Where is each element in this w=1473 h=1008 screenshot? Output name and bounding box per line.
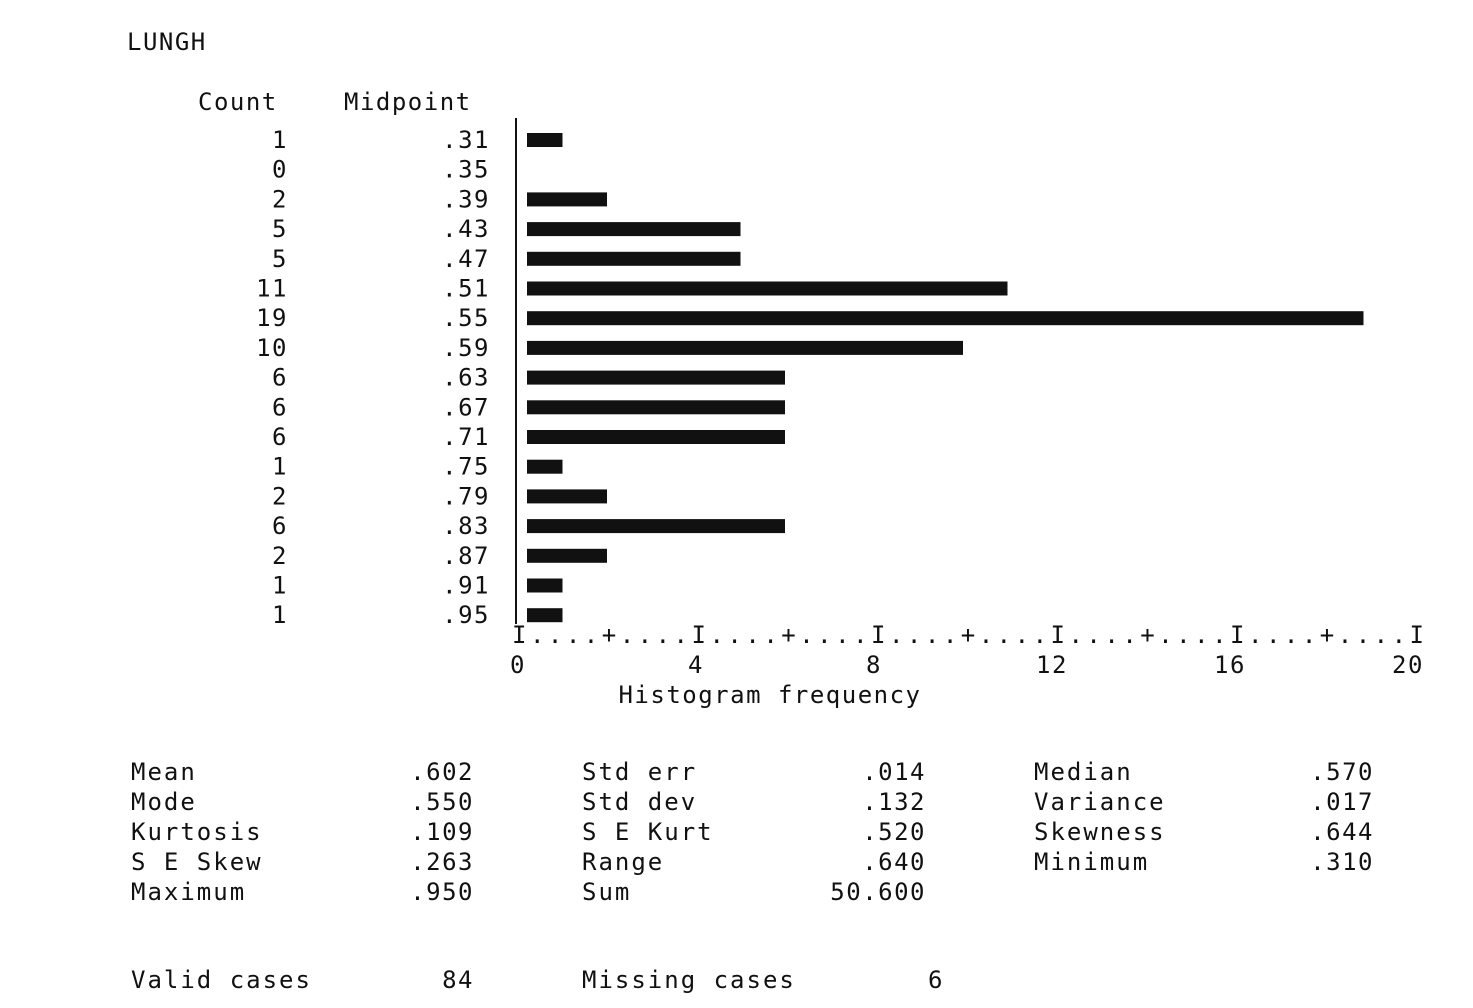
x-tick-label: 16 [1214,651,1246,679]
count-label: 1 [272,453,288,481]
stat-value-std-err: .014 [862,758,926,786]
valid-cases-label: Valid cases [131,966,312,994]
midpoint-label: .47 [442,245,490,273]
midpoint-label: .71 [442,423,490,451]
variable-title: LUNGH [127,28,207,56]
midpoint-label: .39 [442,185,490,213]
histogram-bar [527,519,785,534]
stat-label-mode: Mode [131,788,197,816]
x-tick-label: 4 [688,651,704,679]
histogram-bar [527,608,563,623]
midpoint-label: .79 [442,482,490,510]
count-label: 19 [256,304,288,332]
stat-label-skewness: Skewness [1034,818,1166,846]
x-tick-label: 20 [1392,651,1424,679]
midpoint-label: .91 [442,572,490,600]
stat-label-minimum: Minimum [1034,848,1150,876]
midpoint-label: .83 [442,512,490,540]
missing-cases-value: 6 [928,966,944,994]
valid-cases-value: 84 [442,966,474,994]
midpoint-label: .63 [442,364,490,392]
stat-value-se-kurt: .520 [862,818,926,846]
midpoint-label: .95 [442,601,490,629]
histogram-bar [527,459,563,474]
stat-label-se-skew: S E Skew [131,848,263,876]
x-tick-label: 8 [866,651,882,679]
midpoint-label: .59 [442,334,490,362]
stat-value-se-skew: .263 [410,848,474,876]
stat-value-kurtosis: .109 [410,818,474,846]
stat-value-range: .640 [862,848,926,876]
histogram-bar [527,133,563,147]
midpoint-label: .43 [442,215,490,243]
midpoint-label: .31 [442,126,490,154]
count-label: 2 [272,482,288,510]
count-label: 10 [256,334,288,362]
count-label: 1 [272,572,288,600]
count-label: 6 [272,423,288,451]
count-label: 5 [272,215,288,243]
count-label: 6 [272,512,288,540]
stat-label-std-dev: Std dev [582,788,698,816]
x-tick-label: 0 [510,651,526,679]
stat-label-median: Median [1034,758,1133,786]
midpoint-label: .67 [442,393,490,421]
midpoint-column-header: Midpoint [344,88,472,116]
stat-value-variance: .017 [1310,788,1374,816]
stat-label-kurtosis: Kurtosis [131,818,263,846]
midpoint-label: .35 [442,156,490,184]
stat-value-std-dev: .132 [862,788,926,816]
histogram-bar [527,400,785,415]
histogram-bar [527,192,607,207]
missing-cases-label: Missing cases [582,966,796,994]
histogram-bar [527,281,1008,296]
stat-value-median: .570 [1310,758,1374,786]
midpoint-label: .51 [442,275,490,303]
x-axis-ruler: I....+....I....+....I....+....I....+....… [512,621,1424,649]
x-axis-label: Histogram frequency [618,681,922,709]
histogram-bar [527,340,963,355]
count-label: 1 [272,126,288,154]
count-column-header: Count [198,88,278,116]
stat-value-mode: .550 [410,788,474,816]
stat-value-maximum: .950 [410,878,474,906]
count-label: 2 [272,185,288,213]
histogram-bar [527,311,1364,326]
stat-value-skewness: .644 [1310,818,1374,846]
histogram-bar [527,548,607,563]
stat-label-variance: Variance [1034,788,1166,816]
histogram-bar [527,370,785,385]
count-label: 0 [272,156,288,184]
count-label: 2 [272,542,288,570]
histogram-bar [527,251,741,266]
count-label: 5 [272,245,288,273]
count-label: 6 [272,364,288,392]
stat-label-sum: Sum [582,878,632,906]
stat-label-se-kurt: S E Kurt [582,818,714,846]
midpoint-label: .75 [442,453,490,481]
stat-value-mean: .602 [410,758,474,786]
stat-label-maximum: Maximum [131,878,247,906]
x-tick-label: 12 [1036,651,1068,679]
stat-value-sum: 50.600 [830,878,926,906]
midpoint-label: .55 [442,304,490,332]
midpoint-label: .87 [442,542,490,570]
count-label: 6 [272,393,288,421]
stat-label-std-err: Std err [582,758,698,786]
stat-value-minimum: .310 [1310,848,1374,876]
histogram-bar [527,489,607,504]
count-label: 11 [256,275,288,303]
histogram-bar [527,430,785,444]
stat-label-range: Range [582,848,665,876]
stat-label-mean: Mean [131,758,197,786]
histogram-bar [527,578,563,593]
count-label: 1 [272,601,288,629]
histogram-bar [527,222,741,237]
